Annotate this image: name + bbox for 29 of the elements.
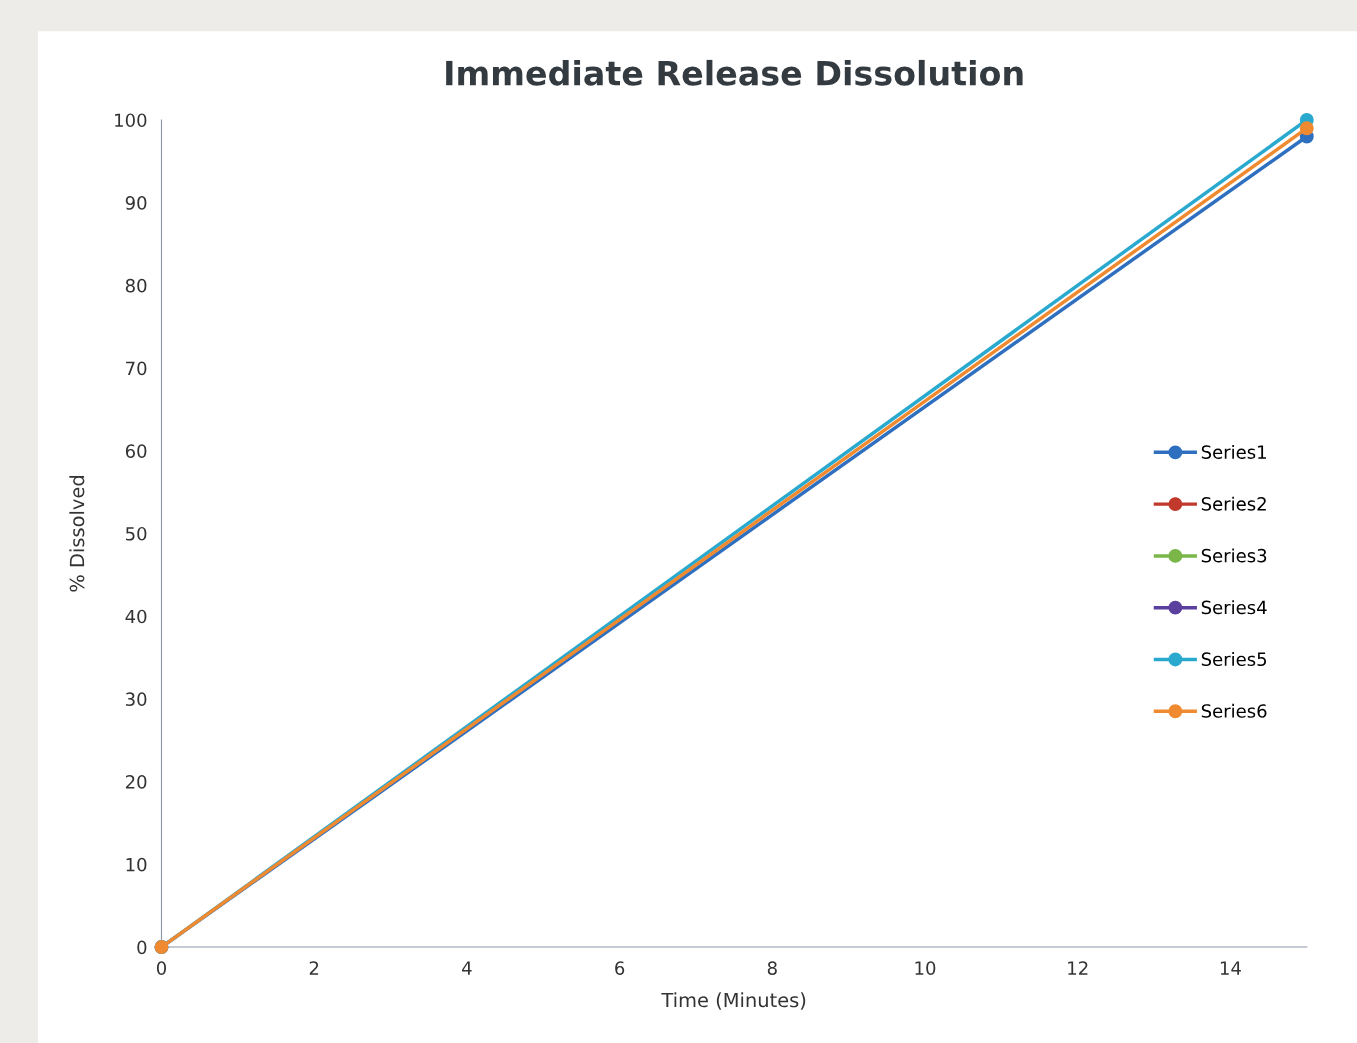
legend-label: Series1 [1201, 444, 1266, 459]
x-axis-title: Time (Minutes) [661, 992, 806, 1010]
y-tick-label: 10 [126, 857, 147, 872]
x-tick-label: 10 [915, 961, 936, 975]
legend-label: Series2 [1201, 496, 1266, 511]
x-tick-label: 0 [156, 961, 167, 975]
x-tick-label: 14 [1220, 961, 1241, 975]
legend-label: Series6 [1201, 703, 1267, 718]
y-tick-label: 90 [125, 196, 147, 210]
y-tick-label: 50 [126, 526, 147, 541]
legend-label: Series3 [1201, 548, 1267, 563]
chart-title: Immediate Release Dissolution [446, 59, 1023, 86]
legend-label: Series5 [1201, 652, 1267, 667]
x-tick-label: 2 [309, 961, 319, 975]
y-tick-label: 60 [125, 444, 147, 458]
x-tick-label: 4 [462, 961, 472, 975]
y-tick-label: 20 [125, 775, 147, 789]
x-tick-label: 6 [615, 961, 625, 975]
x-tick-label: 8 [767, 961, 777, 975]
y-tick-label: 0 [137, 940, 147, 955]
point [1299, 121, 1314, 136]
y-axis-title: % Dissolved [69, 476, 85, 592]
y-tick-label: 100 [115, 113, 147, 128]
y-tick-label: 40 [125, 609, 147, 624]
legend-label: Series4 [1201, 600, 1267, 615]
y-tick-label: 30 [126, 692, 147, 707]
x-tick-label: 12 [1068, 961, 1088, 975]
y-tick-label: 70 [126, 361, 147, 376]
y-tick-label: 80 [125, 278, 147, 293]
